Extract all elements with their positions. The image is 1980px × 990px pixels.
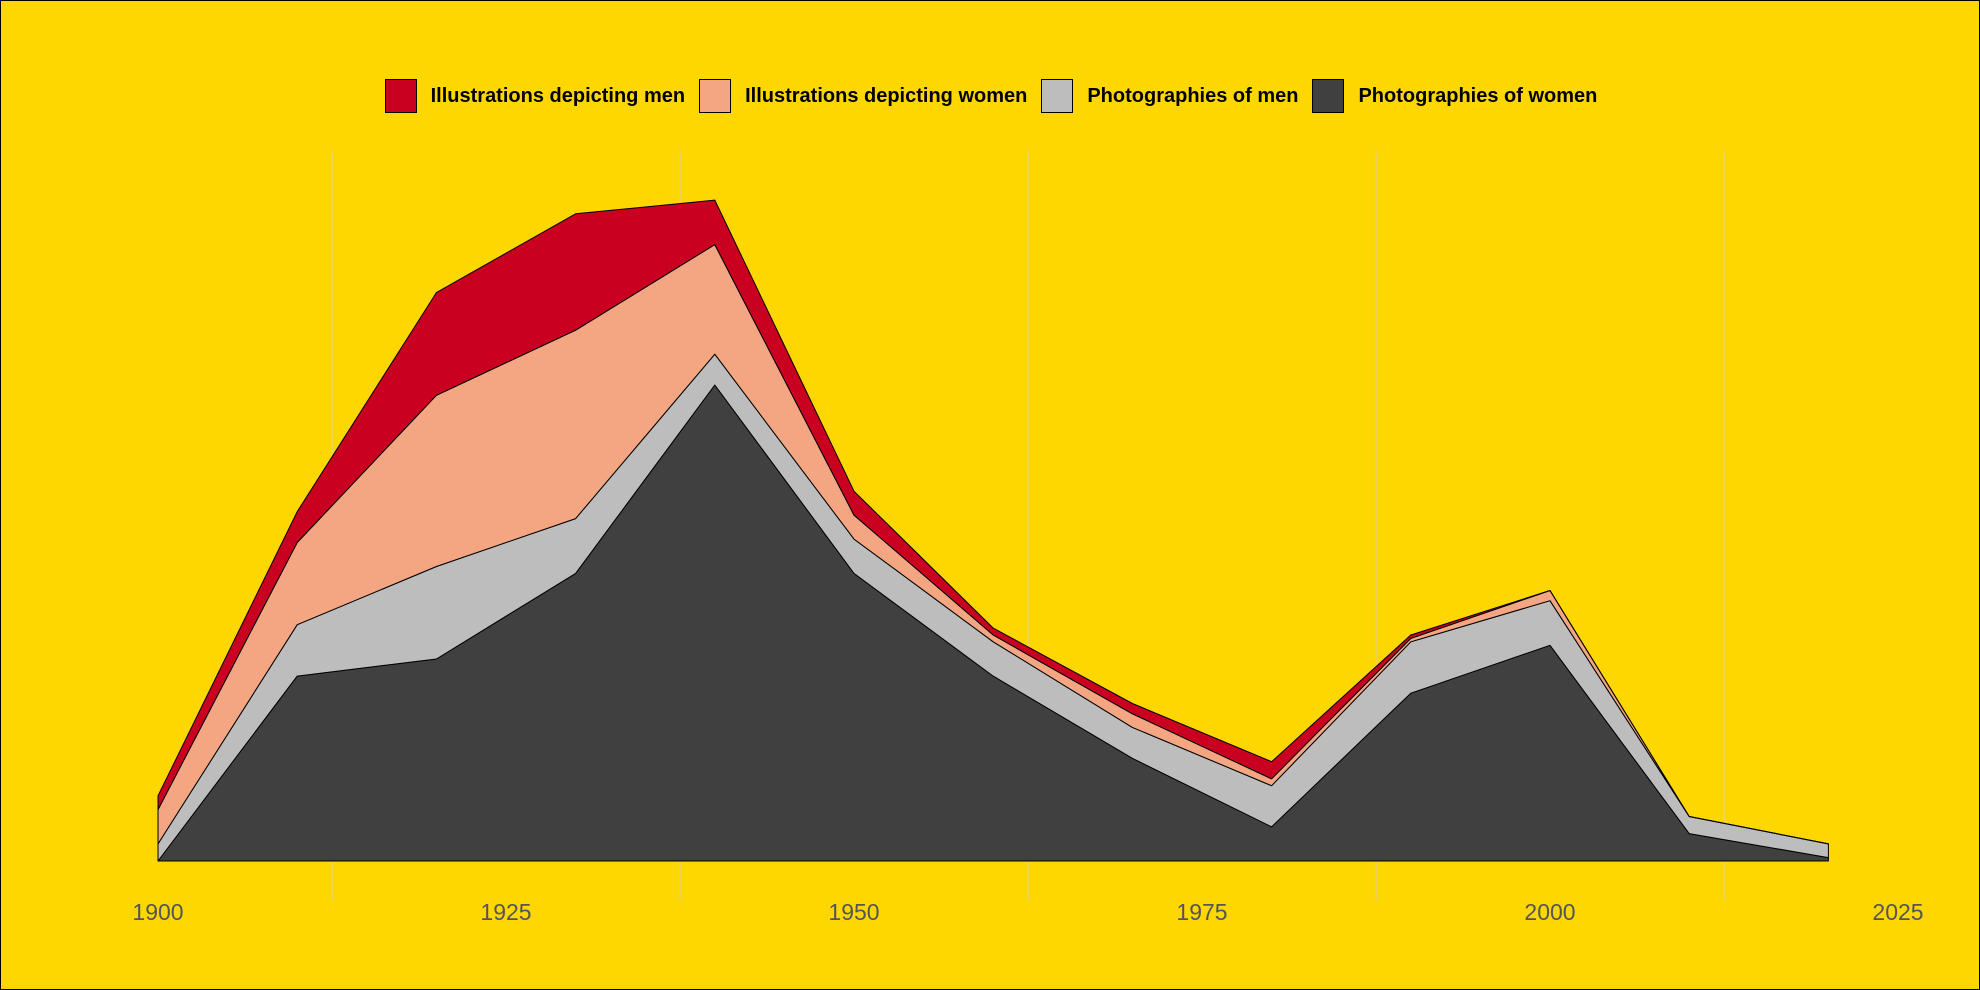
legend-item-illustrations-women: Illustrations depicting women (699, 79, 1027, 113)
legend-swatch-photographies-men (1041, 79, 1074, 113)
legend: Illustrations depicting men Illustration… (1, 79, 1980, 113)
x-tick-label: 2000 (1524, 899, 1575, 925)
legend-item-illustrations-men: Illustrations depicting men (384, 79, 686, 113)
x-tick-label: 2025 (1872, 899, 1923, 925)
legend-swatch-illustrations-women (699, 79, 732, 113)
legend-item-photographies-women: Photographies of women (1312, 79, 1597, 113)
legend-swatch-photographies-women (1312, 79, 1345, 113)
x-tick-label: 1975 (1176, 899, 1227, 925)
area-illustrations-depicting-men (157, 199, 1829, 845)
x-tick-label: 1900 (132, 899, 183, 925)
legend-swatch-illustrations-men (384, 79, 417, 113)
legend-label-photographies-women: Photographies of women (1358, 84, 1598, 107)
x-axis: 1900 1925 1950 1975 2000 2025 (132, 899, 1923, 925)
x-tick-label: 1925 (480, 899, 531, 925)
series-areas (157, 199, 1829, 862)
legend-label-photographies-men: Photographies of men (1087, 84, 1299, 107)
legend-label-illustrations-men: Illustrations depicting men (430, 84, 686, 107)
x-tick-label: 1950 (828, 899, 879, 925)
legend-label-illustrations-women: Illustrations depicting women (745, 84, 1028, 107)
legend-item-photographies-men: Photographies of men (1041, 79, 1298, 113)
